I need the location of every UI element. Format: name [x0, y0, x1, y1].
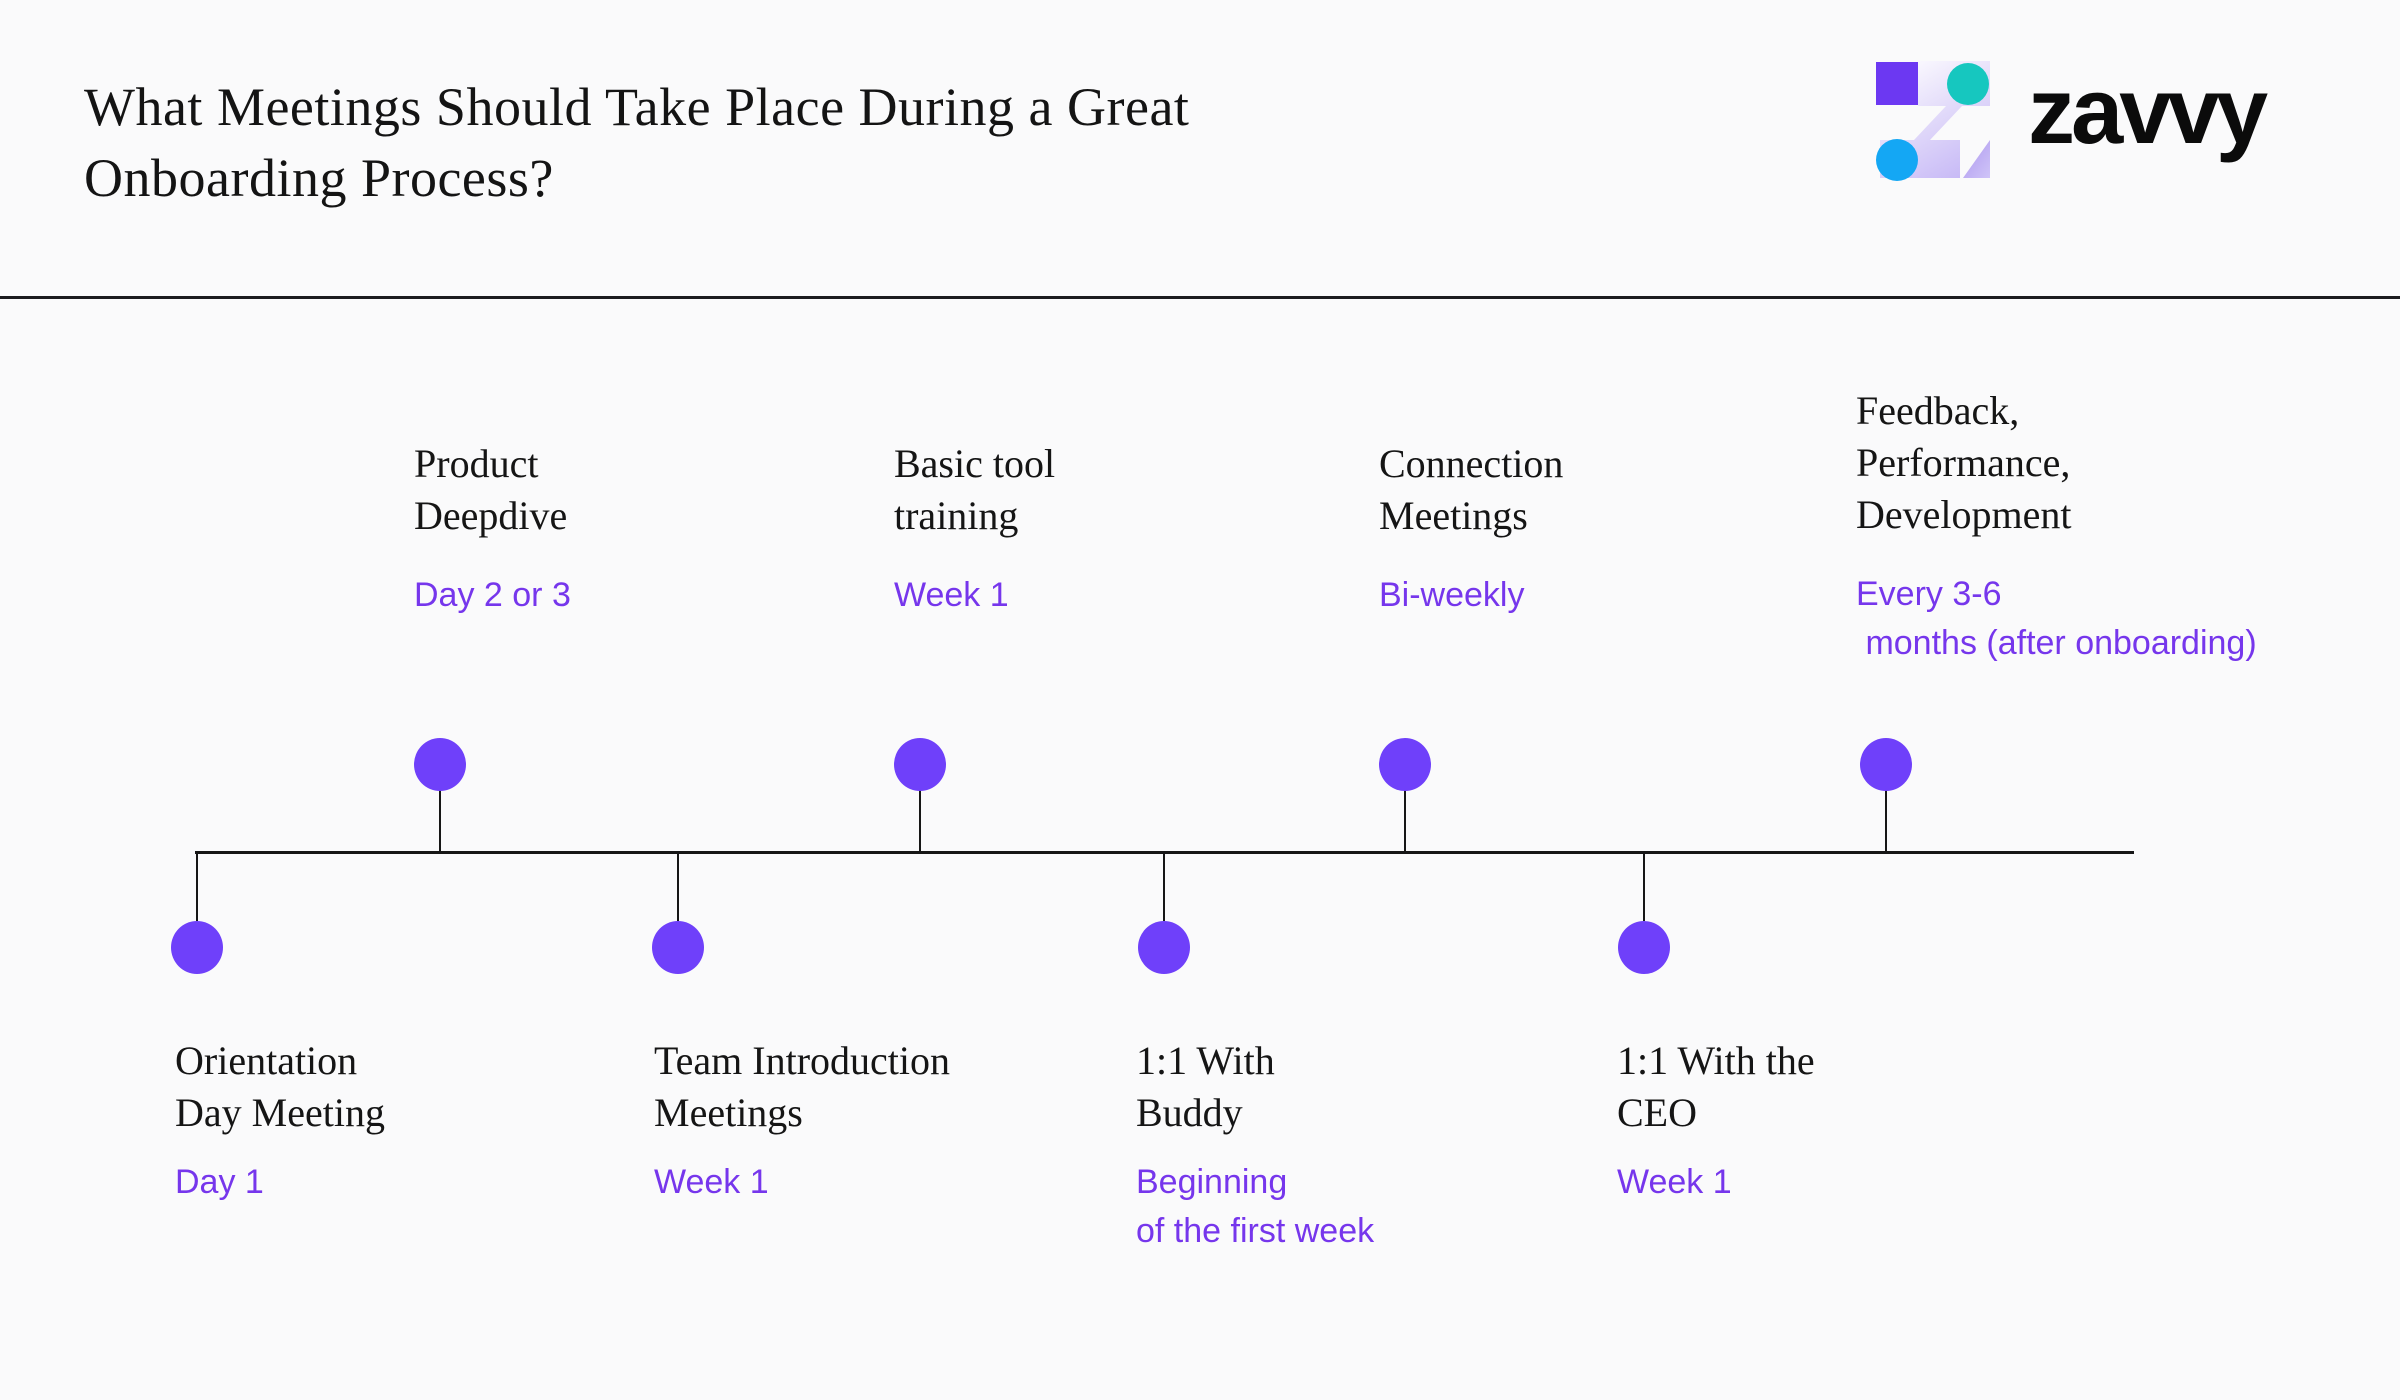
- event-product-deepdive: Product Deepdive Day 2 or 3: [414, 438, 844, 620]
- event-title: 1:1 With the CEO: [1617, 1038, 1815, 1135]
- timeline-dot: [1618, 921, 1670, 974]
- event-time: Day 1: [175, 1163, 264, 1201]
- timeline-dot: [652, 921, 704, 974]
- event-title: Feedback, Performance, Development: [1856, 388, 2072, 537]
- event-connection-meetings: Connection Meetings Bi-weekly: [1379, 438, 1809, 620]
- event-title: 1:1 With Buddy: [1136, 1038, 1275, 1135]
- event-time: Week 1: [654, 1163, 769, 1201]
- event-title: Basic tool training: [894, 441, 1056, 538]
- event-basic-tool-training: Basic tool training Week 1: [894, 438, 1324, 620]
- event-one-on-one-with-ceo: 1:1 With the CEO Week 1: [1617, 1035, 2047, 1207]
- connector-line: [1885, 789, 1887, 852]
- timeline-dot: [894, 738, 946, 791]
- zavvy-logo: zavvy: [1874, 60, 2294, 190]
- timeline-dot: [1379, 738, 1431, 791]
- connector-line: [196, 853, 198, 921]
- event-title: Orientation Day Meeting: [175, 1038, 385, 1135]
- event-time: Beginning of the first week: [1136, 1163, 1375, 1250]
- connector-line: [439, 789, 441, 852]
- timeline-dot: [1138, 921, 1190, 974]
- event-time: Week 1: [1617, 1163, 1732, 1201]
- timeline-dot: [414, 738, 466, 791]
- timeline-dot: [1860, 738, 1912, 791]
- zavvy-wordmark: zavvy: [2028, 58, 2268, 163]
- event-title: Connection Meetings: [1379, 441, 1564, 538]
- event-orientation-day-meeting: Orientation Day Meeting Day 1: [175, 1035, 605, 1207]
- event-time: Day 2 or 3: [414, 576, 571, 614]
- event-team-introduction-meetings: Team Introduction Meetings Week 1: [654, 1035, 1084, 1207]
- connector-line: [1404, 789, 1406, 852]
- connector-line: [1163, 853, 1165, 921]
- connector-line: [919, 789, 921, 852]
- page-title: What Meetings Should Take Place During a…: [84, 77, 1190, 208]
- timeline-dot: [171, 921, 223, 974]
- connector-line: [1643, 853, 1645, 921]
- zavvy-logo-icon: [1876, 61, 1990, 181]
- event-time: Week 1: [894, 576, 1009, 614]
- event-title: Product Deepdive: [414, 441, 568, 538]
- event-feedback-performance-development: Feedback, Performance, Development Every…: [1856, 385, 2326, 668]
- event-title: Team Introduction Meetings: [654, 1038, 950, 1135]
- event-one-on-one-with-buddy: 1:1 With Buddy Beginning of the first we…: [1136, 1035, 1566, 1256]
- event-time: Every 3-6 months (after onboarding): [1856, 575, 2257, 662]
- event-time: Bi-weekly: [1379, 576, 1525, 614]
- connector-line: [677, 853, 679, 921]
- header-divider: [0, 296, 2400, 299]
- timeline-axis-line: [195, 851, 2134, 854]
